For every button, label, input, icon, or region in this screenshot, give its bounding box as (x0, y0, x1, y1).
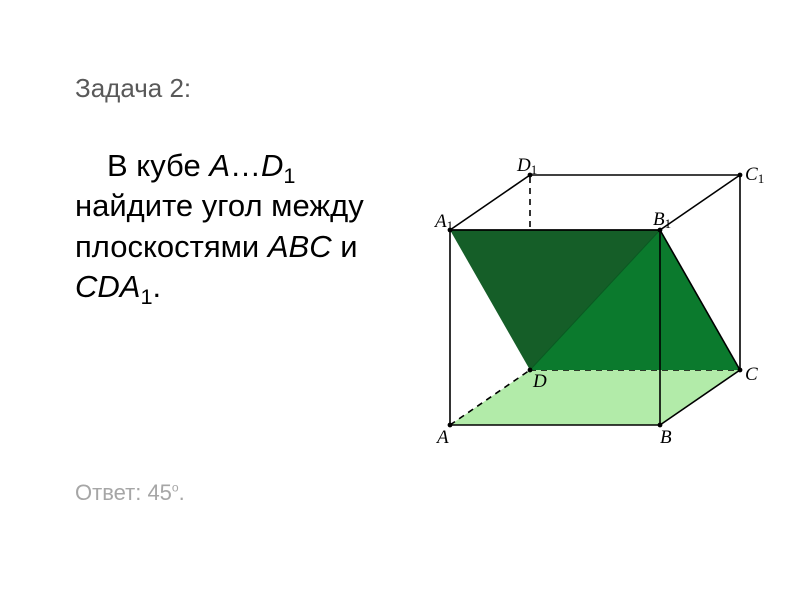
text-fragment: . (179, 480, 185, 505)
svg-text:C1: C1 (745, 164, 764, 186)
problem-title: Задача 2: (75, 73, 191, 104)
math-sub: 1 (140, 284, 152, 309)
svg-text:D1: D1 (516, 155, 537, 177)
answer-label: Ответ: (75, 480, 147, 505)
cube-diagram: A B C D A1 B1 C1 D1 (405, 155, 780, 455)
text-fragment: и (332, 229, 358, 264)
svg-text:B: B (660, 427, 672, 448)
cube-svg: A B C D A1 B1 C1 D1 (405, 155, 780, 455)
answer-value: 45 (147, 480, 171, 505)
svg-text:D: D (532, 371, 547, 392)
svg-text:C: C (745, 364, 758, 385)
text-fragment: В кубе (107, 148, 209, 183)
math-var: ABC (268, 229, 332, 264)
math-var: D (261, 148, 283, 183)
math-sub: 1 (283, 163, 295, 188)
math-var: A (209, 148, 230, 183)
text-fragment: . (153, 269, 162, 304)
text-fragment: … (230, 148, 261, 183)
svg-text:A1: A1 (433, 211, 453, 233)
math-var: CDA (75, 269, 140, 304)
slide: Задача 2: В кубе A…D1 найдите угол между… (0, 0, 800, 600)
problem-statement: В кубе A…D1 найдите угол между плоскостя… (75, 146, 400, 307)
svg-text:A: A (435, 427, 449, 448)
degree-symbol: о (172, 481, 179, 495)
answer-line: Ответ: 45о. (75, 480, 185, 506)
svg-text:B1: B1 (653, 209, 671, 231)
